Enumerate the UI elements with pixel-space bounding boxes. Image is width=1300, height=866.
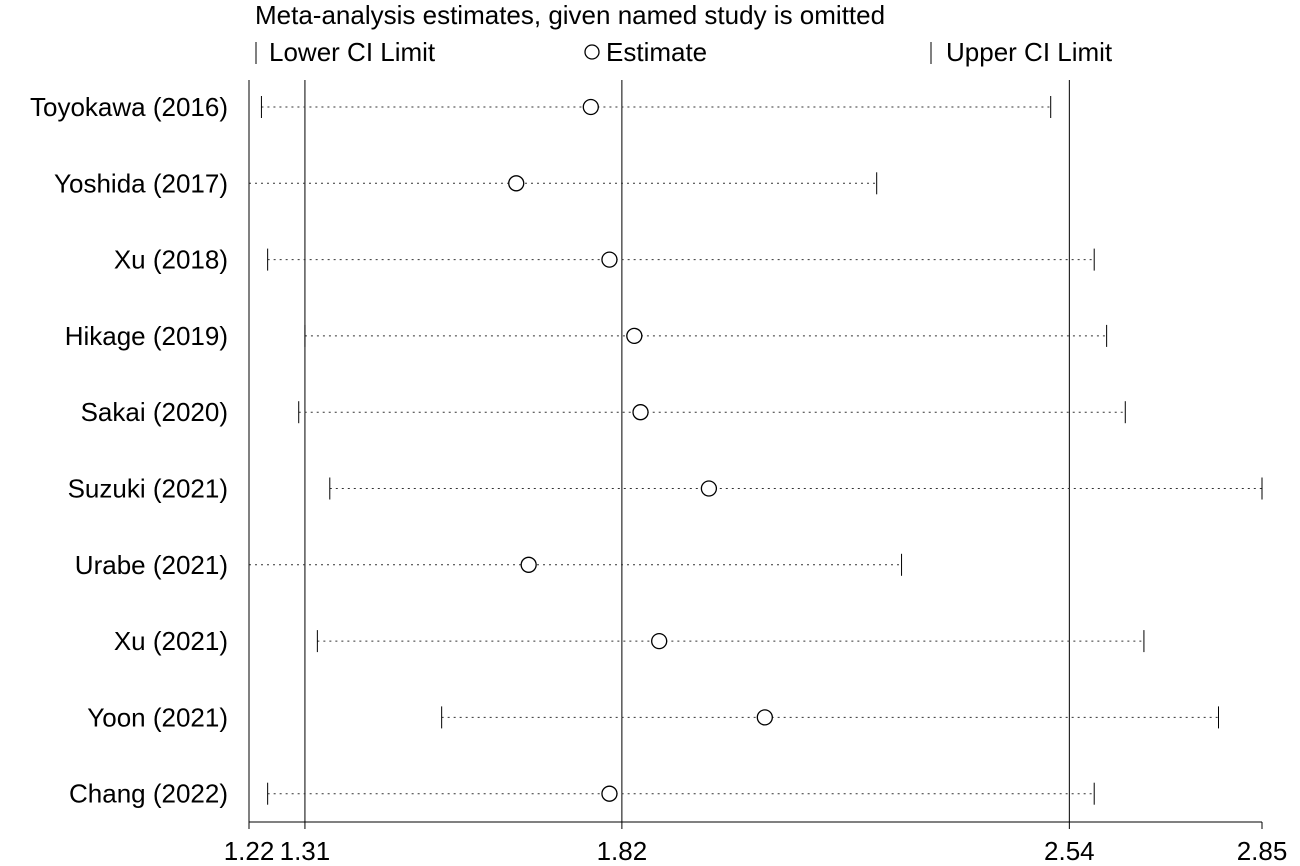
legend-upper-label: Upper CI Limit <box>946 37 1113 67</box>
study-label: Xu (2018) <box>114 245 228 275</box>
study-label: Toyokawa (2016) <box>30 92 228 122</box>
study-label: Xu (2021) <box>114 626 228 656</box>
legend-estimate-marker <box>584 44 600 60</box>
study-label: Hikage (2019) <box>65 321 228 351</box>
study-label: Yoshida (2017) <box>54 168 228 198</box>
study-label: Sakai (2020) <box>81 397 228 427</box>
estimate-marker <box>601 251 618 268</box>
chart-title: Meta-analysis estimates, given named stu… <box>255 0 885 30</box>
legend: Lower CI Limit Estimate Upper CI Limit <box>255 37 1113 67</box>
study-label: Chang (2022) <box>69 779 228 809</box>
x-tick-label: 2.54 <box>1044 836 1095 866</box>
legend-estimate-label: Estimate <box>606 37 707 67</box>
estimate-marker <box>582 98 599 116</box>
estimate-marker <box>626 327 643 345</box>
estimate-marker <box>700 480 718 497</box>
legend-lower-label: Lower CI Limit <box>269 37 436 67</box>
estimate-marker <box>651 632 668 650</box>
study-label: Yoon (2021) <box>87 702 228 732</box>
x-tick-label: 1.82 <box>597 836 648 866</box>
study-label: Urabe (2021) <box>75 550 228 580</box>
estimate-marker <box>520 556 537 573</box>
x-tick-label: 1.22 <box>224 836 275 866</box>
x-tick-label: 2.85 <box>1237 836 1288 866</box>
estimate-marker <box>601 785 618 802</box>
estimate-marker <box>632 404 649 421</box>
x-tick-label: 1.31 <box>280 836 331 866</box>
plot-area: 1.22 1.31 1.82 2.54 2.85 Toyokawa (2016) Yoshi… <box>30 80 1287 866</box>
estimate-marker <box>756 709 773 726</box>
estimate-marker <box>508 175 525 192</box>
chart-title-group: Meta-analysis estimates, given named stu… <box>255 0 885 30</box>
study-label: Suzuki (2021) <box>68 474 228 504</box>
